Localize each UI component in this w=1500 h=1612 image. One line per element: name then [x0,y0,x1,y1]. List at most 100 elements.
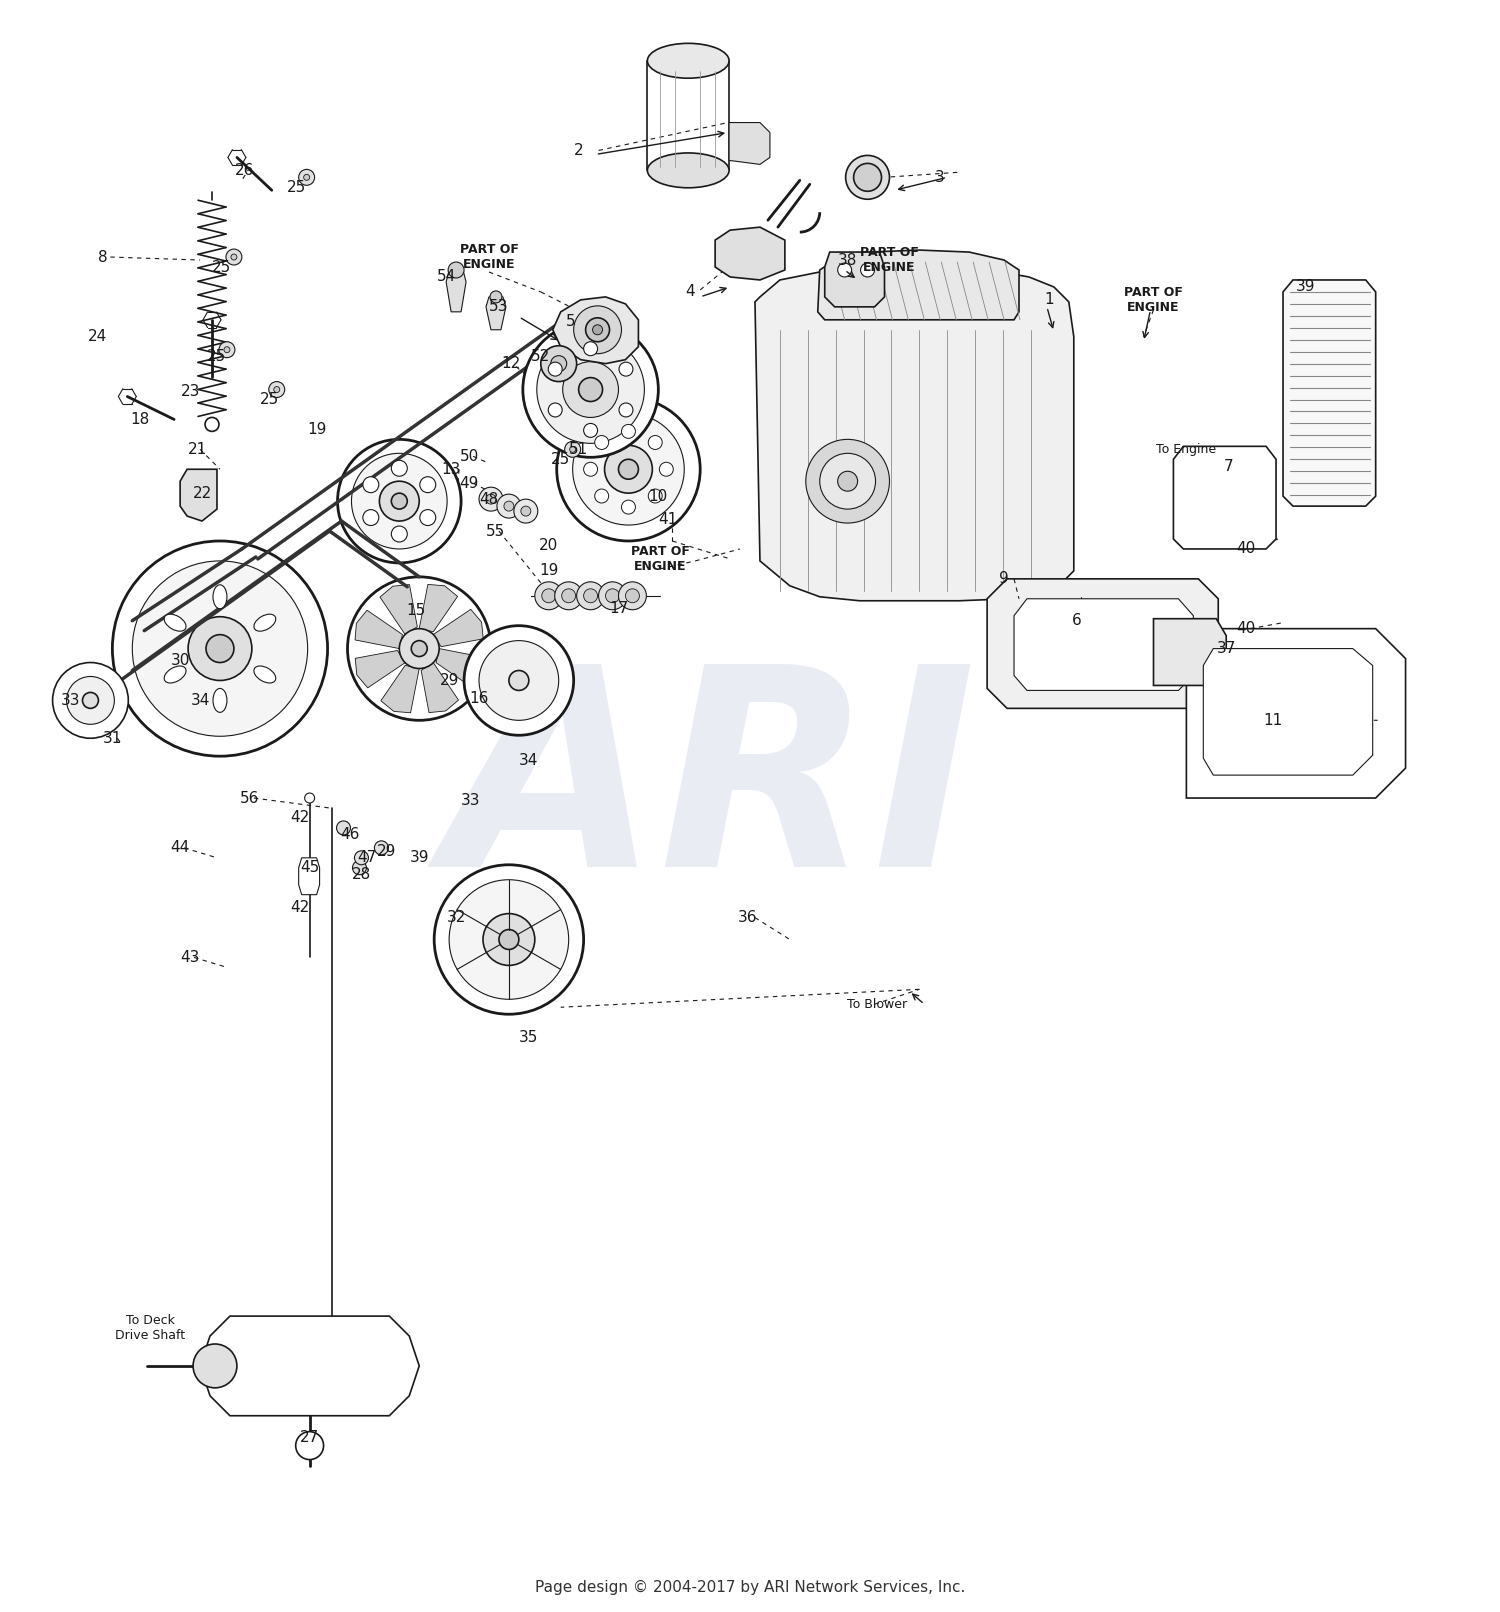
Text: 8: 8 [98,250,106,264]
Circle shape [548,363,562,376]
Text: 25: 25 [207,350,226,364]
Ellipse shape [648,44,729,79]
Circle shape [594,488,609,503]
Circle shape [621,424,636,438]
Text: 19: 19 [538,563,558,579]
Text: PART OF
ENGINE: PART OF ENGINE [459,243,519,271]
Polygon shape [818,250,1019,319]
Text: 29: 29 [376,845,396,859]
Circle shape [504,501,515,511]
Ellipse shape [648,153,729,189]
Text: 30: 30 [171,653,190,667]
Text: PART OF
ENGINE: PART OF ENGINE [859,247,920,274]
Text: 31: 31 [102,730,122,746]
Text: 19: 19 [308,422,327,437]
Circle shape [618,459,639,479]
Circle shape [584,588,597,603]
Circle shape [448,880,568,999]
Polygon shape [436,648,483,687]
Text: PART OF
ENGINE: PART OF ENGINE [632,545,690,572]
Circle shape [819,453,876,509]
Circle shape [573,306,621,353]
Text: 51: 51 [568,442,588,456]
Polygon shape [1186,629,1406,798]
Text: 25: 25 [550,451,570,467]
Ellipse shape [213,585,226,609]
Circle shape [399,629,439,669]
Circle shape [206,635,234,663]
Text: 1: 1 [1044,292,1053,308]
Circle shape [352,861,366,875]
Text: 50: 50 [459,448,478,464]
Circle shape [363,509,380,526]
Text: 39: 39 [410,850,429,866]
Polygon shape [446,269,466,311]
Text: 9: 9 [999,571,1010,587]
Circle shape [268,382,285,398]
Circle shape [392,461,408,476]
Text: To Blower: To Blower [847,998,908,1011]
Circle shape [380,482,419,521]
Text: 42: 42 [290,899,309,916]
Circle shape [486,495,496,505]
Circle shape [194,1344,237,1388]
Text: 2: 2 [574,143,584,158]
Text: 33: 33 [462,793,482,808]
Polygon shape [1173,447,1276,550]
Text: 17: 17 [609,601,628,616]
Text: 25: 25 [286,181,306,195]
Circle shape [606,588,619,603]
Circle shape [648,488,662,503]
Text: 3: 3 [934,169,944,185]
Polygon shape [825,251,885,306]
Circle shape [550,356,567,372]
Circle shape [53,663,129,738]
Circle shape [537,335,645,443]
Circle shape [542,345,576,382]
Polygon shape [486,297,506,330]
Polygon shape [180,469,218,521]
Text: 20: 20 [538,538,558,553]
Text: 53: 53 [489,300,508,314]
Text: 25: 25 [260,392,279,406]
Circle shape [514,500,538,522]
Circle shape [618,582,646,609]
Text: 42: 42 [290,811,309,825]
Circle shape [542,588,555,603]
Circle shape [500,930,519,949]
Text: 47: 47 [357,850,376,866]
Circle shape [576,582,604,609]
Circle shape [363,477,380,493]
Circle shape [573,413,684,526]
Text: 24: 24 [88,329,106,345]
Text: 43: 43 [180,949,200,966]
Polygon shape [433,609,483,646]
Circle shape [348,577,490,721]
Text: 39: 39 [1296,279,1316,295]
Circle shape [375,841,388,854]
Text: 15: 15 [406,603,426,619]
Text: 29: 29 [440,672,459,688]
Circle shape [303,174,309,181]
Circle shape [226,250,242,264]
Circle shape [188,617,252,680]
Circle shape [592,324,603,335]
Circle shape [354,851,369,864]
Circle shape [594,435,609,450]
Circle shape [570,447,576,453]
Circle shape [66,677,114,724]
Text: 11: 11 [1263,713,1282,729]
Polygon shape [716,227,784,280]
Text: 25: 25 [213,260,231,274]
Circle shape [562,361,618,418]
Circle shape [206,418,219,432]
Circle shape [420,477,435,493]
Ellipse shape [164,666,186,683]
Text: 10: 10 [648,488,668,503]
Polygon shape [419,585,458,632]
Text: 45: 45 [300,861,320,875]
Circle shape [846,155,889,200]
Circle shape [433,864,584,1014]
Circle shape [496,495,520,517]
Polygon shape [380,585,417,635]
